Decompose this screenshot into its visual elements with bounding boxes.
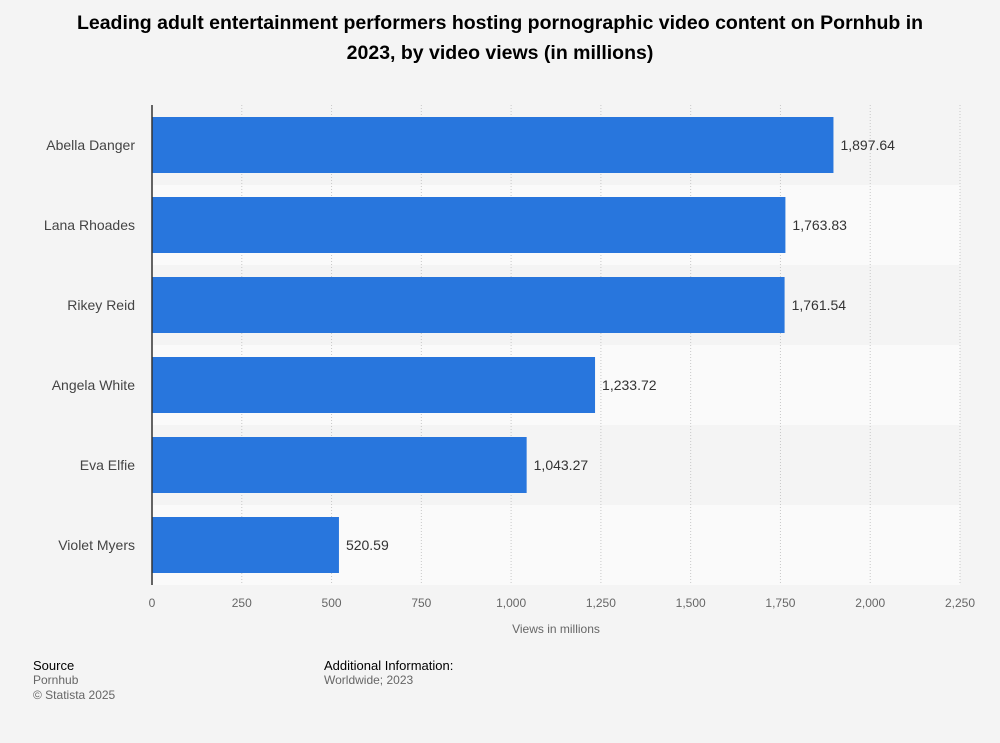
category-label: Rikey Reid [67, 297, 135, 313]
x-tick-label: 1,000 [496, 596, 526, 610]
category-label: Abella Danger [46, 137, 135, 153]
x-tick-label: 1,250 [586, 596, 616, 610]
source-name: Pornhub [33, 673, 79, 687]
bar [152, 437, 527, 493]
bar [152, 357, 596, 413]
value-label: 1,043.27 [534, 457, 589, 473]
bar [152, 197, 786, 253]
source-block: Source Pornhub © Statista 2025 [33, 658, 115, 703]
value-label: 1,233.72 [602, 377, 657, 393]
value-label: 1,763.83 [792, 217, 847, 233]
x-tick-label: 2,000 [855, 596, 885, 610]
x-tick-label: 750 [411, 596, 431, 610]
info-heading: Additional Information: [324, 658, 454, 673]
category-label: Violet Myers [58, 537, 135, 553]
copyright: © Statista 2025 [33, 688, 116, 702]
category-label: Lana Rhoades [44, 217, 135, 233]
x-tick-label: 250 [232, 596, 252, 610]
x-axis-label: Views in millions [512, 622, 600, 636]
value-label: 1,897.64 [840, 137, 895, 153]
bar-chart: Abella Danger 1,897.64 Lana Rhoades 1,763.8… [44, 105, 975, 636]
x-tick-label: 2,250 [945, 596, 975, 610]
x-tick-label: 1,750 [765, 596, 795, 610]
x-tick-label: 1,500 [676, 596, 706, 610]
info-text: Worldwide; 2023 [324, 673, 414, 687]
source-heading: Source [33, 658, 75, 673]
category-label: Angela White [52, 377, 135, 393]
chart-title: Leading adult entertainment performers h… [76, 12, 924, 64]
x-tick-label: 500 [322, 596, 342, 610]
bar [152, 277, 785, 333]
bar [152, 117, 834, 173]
category-label: Eva Elfie [80, 457, 135, 473]
value-label: 1,761.54 [792, 297, 847, 313]
x-tick-label: 0 [149, 596, 156, 610]
additional-info-block: Additional Information: Worldwide; 2023 [324, 658, 453, 688]
bar [152, 517, 339, 573]
value-label: 520.59 [346, 537, 389, 553]
